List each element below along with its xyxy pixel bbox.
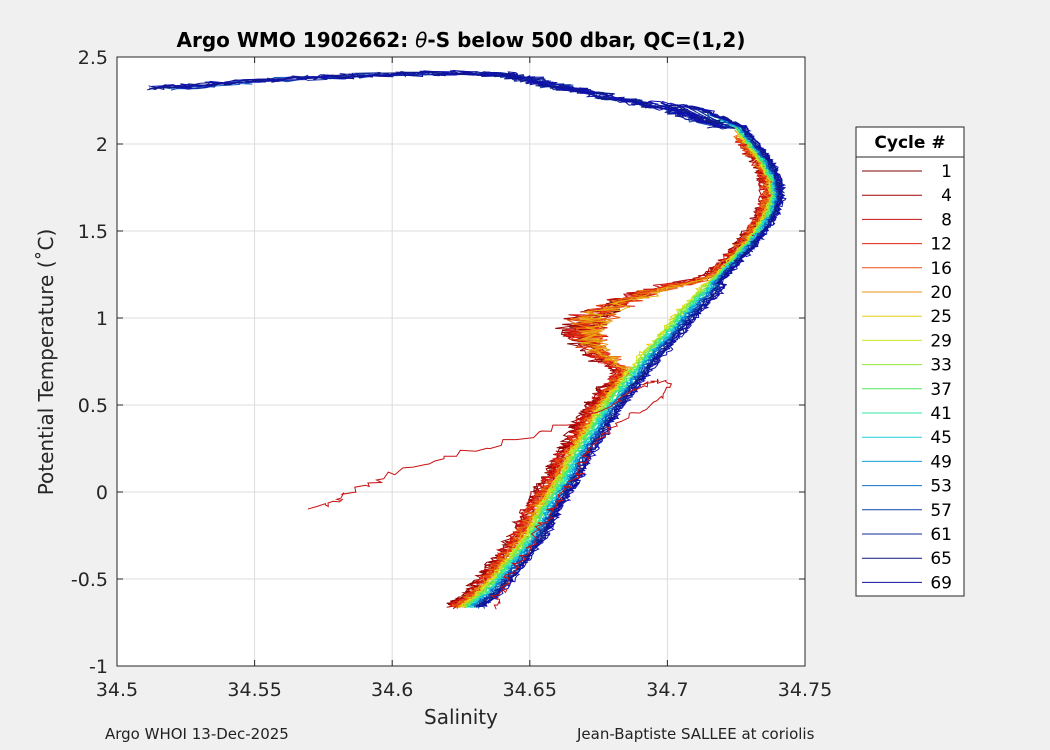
legend-label: 25 <box>930 307 952 327</box>
legend-label: 37 <box>930 380 952 400</box>
legend-label: 8 <box>941 210 952 230</box>
legend-label: 33 <box>930 356 952 376</box>
legend-label: 29 <box>930 331 952 351</box>
early-cycle-series-line <box>307 378 673 610</box>
y-tick-label: 0 <box>96 482 108 504</box>
legend-label: 1 <box>941 162 952 182</box>
x-tick-label: 34.6 <box>371 679 413 701</box>
legend-label: 12 <box>930 235 952 255</box>
legend: Cycle # 1 4 8 12 16 20 25 29 33 37 41 45 49 53 57 61 65 6… <box>855 126 965 597</box>
legend-label: 45 <box>930 428 952 448</box>
series-group <box>147 69 787 610</box>
y-tick-label: 2.5 <box>78 47 108 69</box>
legend-label: 57 <box>930 501 952 521</box>
legend-title: Cycle # <box>874 133 945 153</box>
y-tick-label: 2 <box>96 134 108 156</box>
y-axis-label: Potential Temperature (˚C) <box>34 229 58 496</box>
profile-series-line <box>151 69 787 608</box>
legend-label: 4 <box>941 186 952 206</box>
y-tick-label: 1.5 <box>78 221 108 243</box>
x-tick-label: 34.75 <box>778 679 832 701</box>
y-tick-label: 1 <box>96 308 108 330</box>
x-tick-label: 34.65 <box>503 679 557 701</box>
legend-label: 16 <box>930 259 952 279</box>
x-axis-label: Salinity <box>424 705 498 729</box>
legend-label: 69 <box>930 573 952 593</box>
legend-label: 65 <box>930 549 952 569</box>
plot-area <box>117 57 805 666</box>
footer-right-text: Jean-Baptiste SALLEE at coriolis <box>577 725 815 743</box>
x-tick-label: 34.55 <box>227 679 281 701</box>
footer-left-text: Argo WHOI 13-Dec-2025 <box>105 725 289 743</box>
profile-series-line <box>153 70 785 607</box>
legend-label: 20 <box>930 283 952 303</box>
y-tick-label: -1 <box>89 656 108 678</box>
y-tick-label: 0.5 <box>78 395 108 417</box>
chart-title: Argo WMO 1902662: θ-S below 500 dbar, QC… <box>177 28 746 52</box>
axis-ticks: 34.5 34.55 34.6 34.65 34.7 34.75 -1 -0.5 0 0.5 1 1.… <box>71 47 832 701</box>
y-tick-label: -0.5 <box>71 569 108 591</box>
x-tick-label: 34.7 <box>646 679 688 701</box>
x-tick-label: 34.5 <box>96 679 138 701</box>
legend-label: 49 <box>930 452 952 472</box>
legend-label: 41 <box>930 404 952 424</box>
profile-series-line <box>451 132 775 607</box>
legend-label: 61 <box>930 525 952 545</box>
legend-entries: 1 4 8 12 16 20 25 29 33 37 41 45 49 53 57 61 65 69 <box>862 162 952 593</box>
legend-label: 53 <box>930 477 952 497</box>
plot-border <box>116 56 806 667</box>
profile-series-line <box>456 135 778 608</box>
legend-box <box>855 126 965 597</box>
